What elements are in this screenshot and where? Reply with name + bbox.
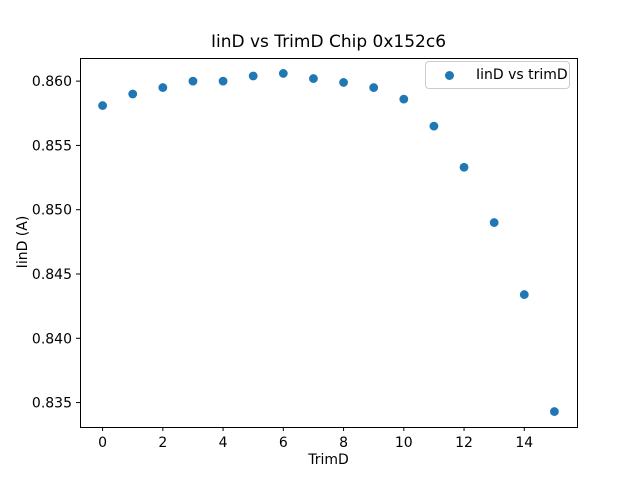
x-tick-label: 2 bbox=[158, 435, 167, 451]
y-tick-label: 0.840 bbox=[32, 331, 72, 347]
scatter-point bbox=[399, 94, 409, 104]
scatter-point bbox=[278, 69, 288, 78]
scatter-point bbox=[519, 290, 529, 299]
scatter-point bbox=[489, 218, 499, 227]
x-tick-label: 0 bbox=[98, 435, 107, 451]
scatter-point bbox=[459, 162, 469, 172]
legend: IinD vs trimD bbox=[425, 61, 570, 89]
y-tick-label: 0.835 bbox=[32, 396, 72, 412]
scatter-point bbox=[429, 121, 439, 131]
scatter-point bbox=[550, 407, 559, 416]
x-axis-label: TrimD bbox=[308, 452, 349, 468]
y-tick-label: 0.850 bbox=[32, 203, 72, 219]
scatter-point bbox=[128, 89, 138, 99]
y-axis-label: IinD (A) bbox=[15, 215, 31, 269]
scatter-point bbox=[98, 101, 107, 110]
x-tick-label: 6 bbox=[279, 435, 288, 451]
y-tick-label: 0.855 bbox=[32, 138, 72, 154]
axes-border bbox=[80, 58, 578, 428]
scatter-point bbox=[248, 71, 258, 81]
x-tick-label: 14 bbox=[515, 435, 533, 451]
legend-marker-icon bbox=[445, 70, 454, 80]
legend-label: IinD vs trimD bbox=[476, 67, 568, 83]
x-tick-label: 8 bbox=[339, 435, 348, 451]
y-tick-label: 0.845 bbox=[32, 267, 72, 283]
scatter-point bbox=[188, 76, 198, 86]
x-tick-label: 10 bbox=[395, 435, 413, 451]
y-tick-label: 0.860 bbox=[32, 74, 72, 90]
scatter-point bbox=[339, 78, 348, 87]
scatter-point bbox=[369, 83, 379, 92]
chart-title: IinD vs TrimD Chip 0x152c6 bbox=[210, 32, 447, 52]
scatter-point bbox=[309, 74, 318, 83]
x-tick-label: 4 bbox=[219, 435, 228, 451]
scatter-point bbox=[158, 83, 168, 92]
scatter-point bbox=[218, 76, 228, 86]
x-tick-label: 12 bbox=[455, 435, 473, 451]
